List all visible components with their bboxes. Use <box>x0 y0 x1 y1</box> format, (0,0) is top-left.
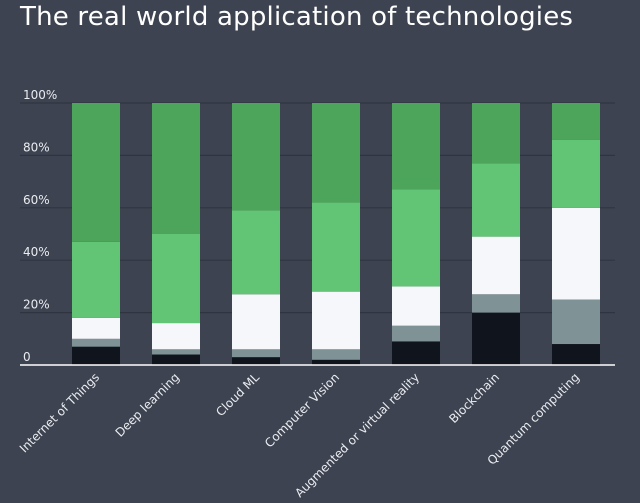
bar-segment <box>232 210 280 295</box>
x-tick-label: Quantum computing <box>485 370 583 468</box>
bar-segment <box>552 103 600 140</box>
bar-segment <box>312 359 360 365</box>
bar-segment <box>312 291 360 350</box>
x-tick-label: Cloud ML <box>213 370 262 419</box>
bar-segment <box>552 299 600 345</box>
bar-segment <box>392 341 440 365</box>
y-tick-label: 100% <box>23 88 57 102</box>
x-axis-labels: Internet of Things Deep learning Cloud ML C… <box>17 370 582 500</box>
y-axis-labels: 0 20% 40% 60% 80% 100% <box>23 88 57 364</box>
bar-segment <box>472 103 520 164</box>
bar-segment <box>152 323 200 350</box>
bar-segment <box>552 139 600 208</box>
bar-segment <box>152 103 200 234</box>
bar-segment <box>232 294 280 350</box>
bar-segment <box>232 357 280 365</box>
bar-segment <box>232 103 280 211</box>
bar-segment <box>472 312 520 365</box>
bar-segment <box>152 354 200 365</box>
bar-segment <box>232 349 280 358</box>
x-tick-label: Computer Vision <box>262 370 342 450</box>
y-tick-label: 20% <box>23 298 50 312</box>
bar-segment <box>472 294 520 313</box>
chart-title: The real world application of technologi… <box>20 2 574 32</box>
bar-segment <box>392 325 440 342</box>
bar-segment <box>472 163 520 237</box>
bar-segment <box>312 349 360 360</box>
bar-segment <box>72 103 120 242</box>
bar-segment <box>472 236 520 295</box>
bar-segment <box>552 344 600 365</box>
x-tick-label: Internet of Things <box>17 370 102 455</box>
bar-segment <box>392 189 440 287</box>
x-tick-label: Blockchain <box>446 370 502 426</box>
bar-segment <box>72 241 120 318</box>
bar-segment <box>152 234 200 324</box>
bars <box>72 103 600 365</box>
y-tick-label: 40% <box>23 245 50 259</box>
bar-segment <box>392 103 440 190</box>
y-tick-label: 60% <box>23 193 50 207</box>
y-tick-label: 80% <box>23 140 50 154</box>
bar-segment <box>152 349 200 355</box>
bar-segment <box>312 202 360 292</box>
bar-segment <box>72 317 120 339</box>
y-tick-label: 0 <box>23 350 31 364</box>
x-tick-label: Deep learning <box>113 370 183 440</box>
bar-segment <box>392 286 440 326</box>
bar-segment <box>552 207 600 300</box>
bar-segment <box>72 338 120 347</box>
bar-segment <box>312 103 360 203</box>
bar-segment <box>72 346 120 365</box>
